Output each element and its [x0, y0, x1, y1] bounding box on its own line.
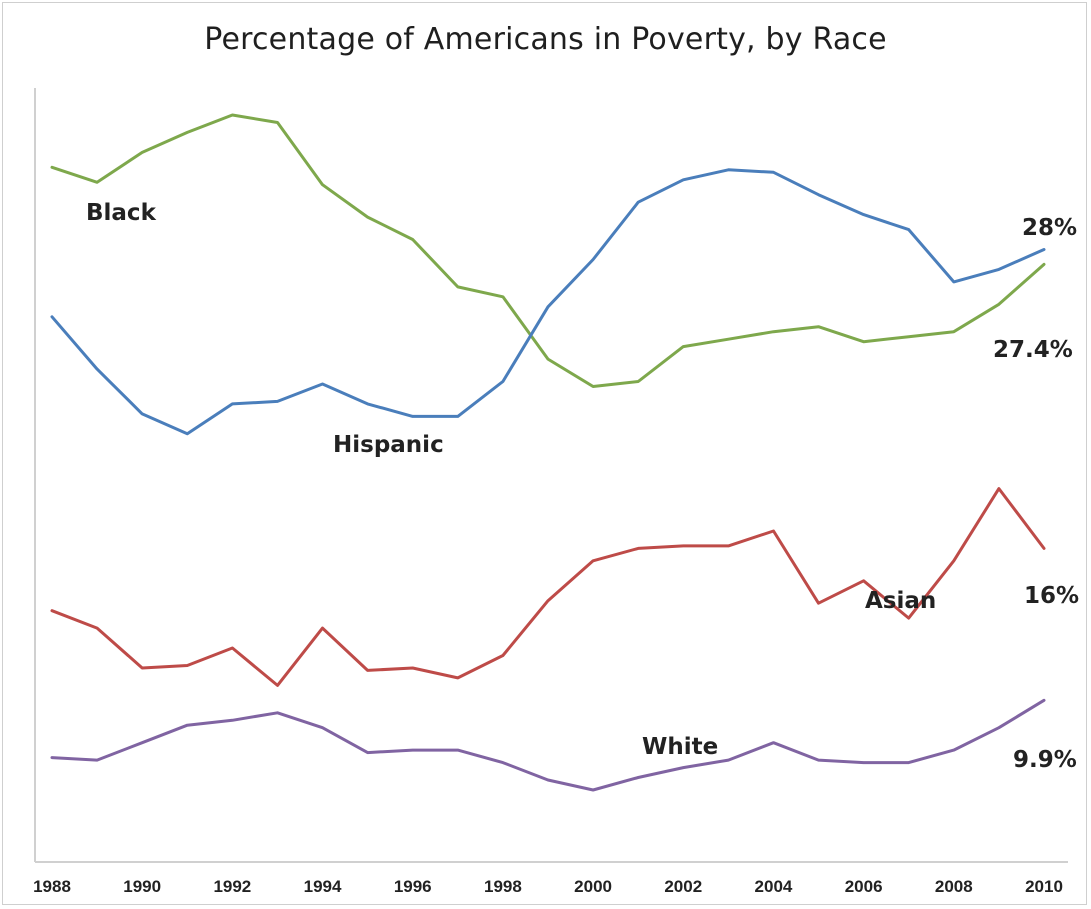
series-labels: Black Hispanic Asian White 28% 27.4% 16%… [86, 200, 1079, 773]
series-line-white [50, 698, 1046, 792]
x-tick-label-2000: 2000 [574, 877, 612, 896]
x-tick-label-1990: 1990 [123, 877, 161, 896]
x-tick-label-1988: 1988 [33, 877, 71, 896]
x-tick-label-1992: 1992 [213, 877, 251, 896]
chart-title: Percentage of Americans in Poverty, by R… [204, 22, 887, 57]
series-line-asian [50, 487, 1046, 687]
end-value-black: 27.4% [993, 337, 1073, 363]
end-value-asian: 16% [1024, 583, 1079, 609]
label-white: White [642, 734, 718, 760]
x-tick-label-2004: 2004 [755, 877, 793, 896]
label-asian: Asian [865, 588, 936, 614]
series-line-hispanic [50, 168, 1046, 436]
end-value-hispanic: 28% [1022, 215, 1077, 241]
x-tick-label-2008: 2008 [935, 877, 973, 896]
axes [34, 88, 1068, 863]
x-tick-label-2010: 2010 [1025, 877, 1063, 896]
x-tick-labels: 1988 1990 1992 1994 1996 1998 2000 2002 2004 2006… [33, 877, 1063, 896]
series-lines [50, 113, 1046, 792]
x-tick-label-2006: 2006 [845, 877, 883, 896]
x-tick-label-1996: 1996 [394, 877, 432, 896]
end-value-white: 9.9% [1013, 747, 1077, 773]
x-tick-label-1994: 1994 [304, 877, 342, 896]
series-line-black [50, 113, 1046, 388]
label-hispanic: Hispanic [333, 432, 444, 458]
x-tick-label-1998: 1998 [484, 877, 522, 896]
label-black: Black [86, 200, 157, 226]
x-tick-label-2002: 2002 [664, 877, 702, 896]
